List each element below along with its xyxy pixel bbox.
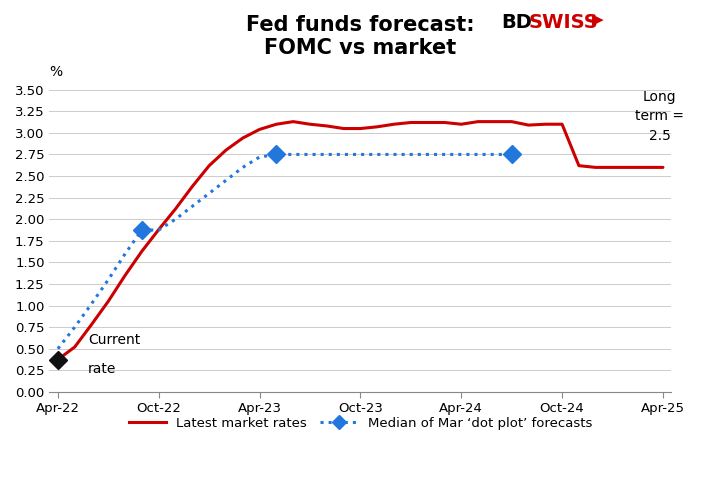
- Text: BD: BD: [501, 12, 532, 32]
- Text: Current: Current: [88, 333, 140, 347]
- Legend: Latest market rates, Median of Mar ‘dot plot’ forecasts: Latest market rates, Median of Mar ‘dot …: [123, 412, 597, 436]
- Title: Fed funds forecast:
FOMC vs market: Fed funds forecast: FOMC vs market: [246, 15, 475, 58]
- Text: SWISS: SWISS: [529, 12, 599, 32]
- Text: %: %: [50, 66, 62, 80]
- Text: rate: rate: [88, 362, 116, 376]
- Text: Long
term =
2.5: Long term = 2.5: [635, 90, 684, 142]
- Text: ▶: ▶: [592, 12, 604, 28]
